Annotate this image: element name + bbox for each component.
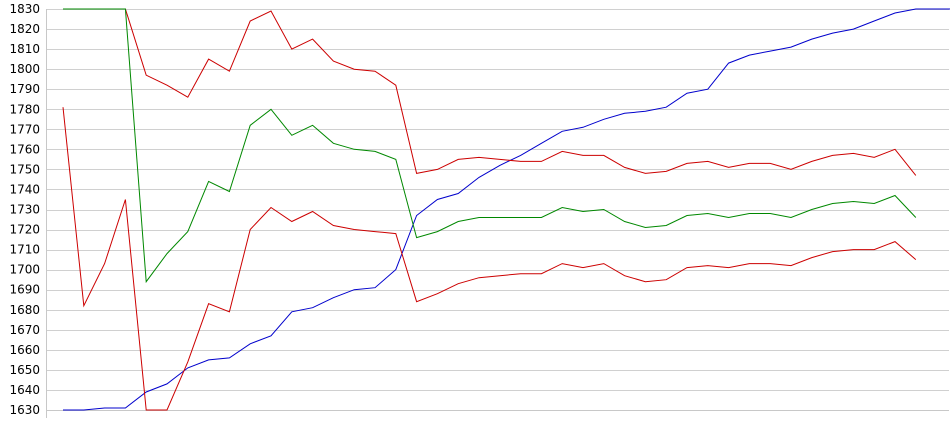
y-tick-label: 1740 [9,182,40,196]
y-tick-label: 1800 [9,62,40,76]
axes [46,9,949,418]
gridlines [46,9,949,411]
y-tick-label: 1770 [9,122,40,136]
y-tick-label: 1720 [9,223,40,237]
y-tick-label: 1730 [9,203,40,217]
series-line-2 [63,8,917,176]
y-tick-label: 1750 [9,162,40,176]
y-tick-label: 1810 [9,42,40,56]
y-tick-label: 1780 [9,102,40,116]
y-tick-label: 1700 [9,263,40,277]
y-tick-label: 1690 [9,283,40,297]
y-tick-label: 1640 [9,383,40,397]
y-tick-label: 1760 [9,142,40,156]
y-tick-label: 1630 [9,403,40,417]
y-tick-label: 1680 [9,303,40,317]
y-tick-labels: 1630 1640 1650 1660 1670 1680 1690 1700 1710 1720… [9,2,40,417]
y-tick-label: 1790 [9,82,40,96]
y-tick-label: 1650 [9,363,40,377]
y-tick-label: 1660 [9,343,40,357]
series-line-4 [62,107,917,411]
y-tick-label: 1830 [9,2,40,16]
series-lines [62,8,950,411]
series-line-3 [63,8,917,284]
y-tick-label: 1710 [9,243,40,257]
y-tick-label: 1670 [9,323,40,337]
y-tick-label: 1820 [9,22,40,36]
